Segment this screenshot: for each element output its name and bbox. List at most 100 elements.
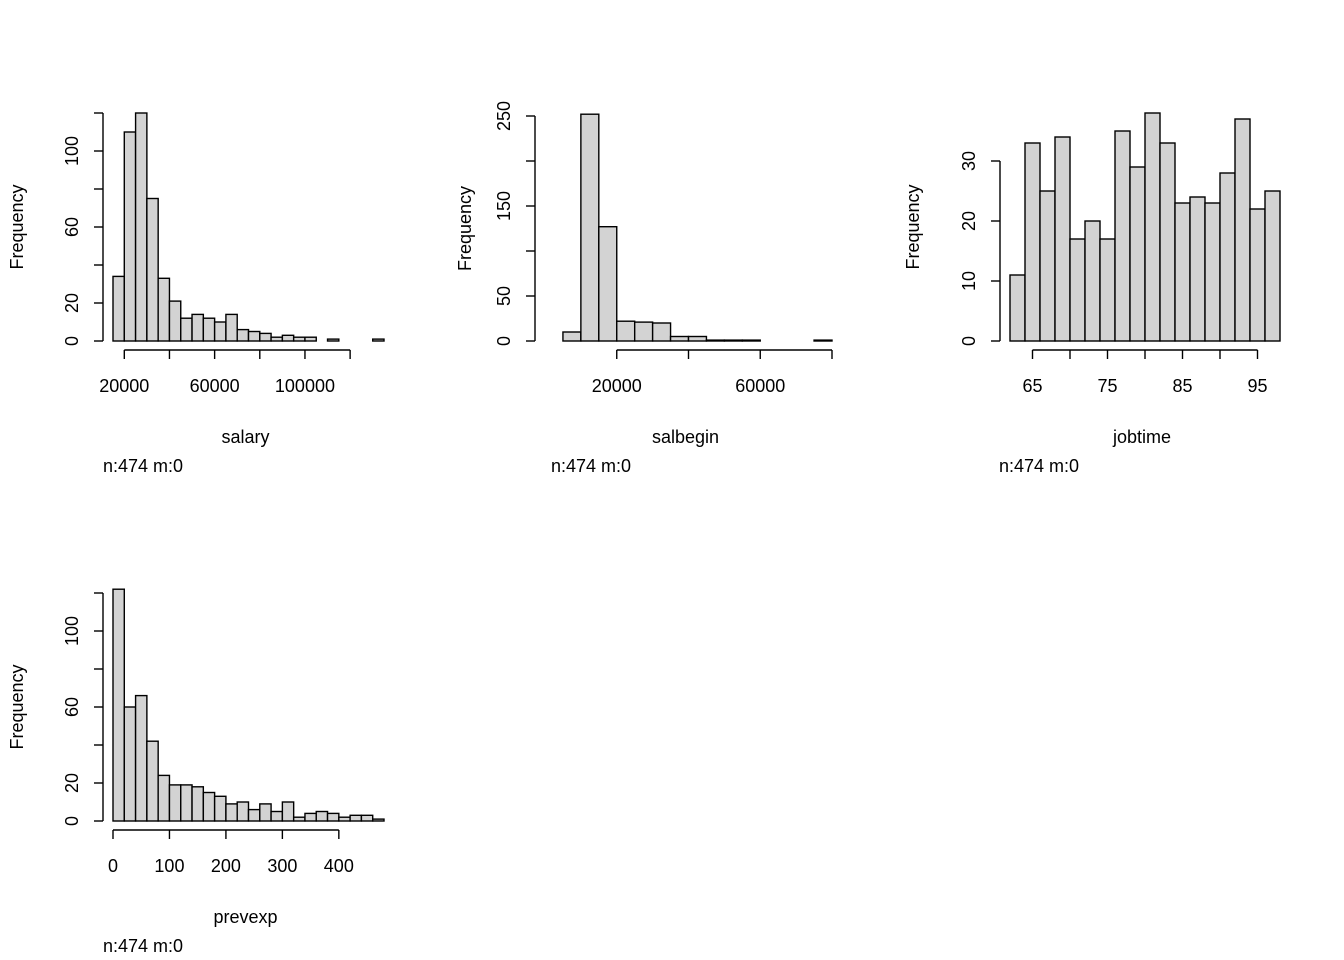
histogram-bar	[723, 339, 744, 342]
histogram-bar	[134, 694, 148, 822]
x-tick-label: 95	[1247, 376, 1267, 396]
y-tick-label: 0	[62, 816, 82, 826]
histogram-bar	[270, 810, 284, 822]
histogram-bar	[236, 328, 250, 342]
x-axis-title: salbegin	[652, 427, 719, 447]
prevexp-axes: 0 100 200 300 400 0 20 60 100	[62, 592, 354, 876]
y-tick-label: 60	[62, 217, 82, 237]
histogram-bar	[247, 330, 261, 342]
histogram-bar	[259, 332, 272, 342]
histogram-bar	[281, 334, 295, 342]
x-tick-label: 100	[154, 856, 184, 876]
x-tick-label: 65	[1022, 376, 1042, 396]
histogram-bar	[372, 338, 385, 342]
histogram-panel-salary: 20000 60000 100000 0 20 60 100 salary Frequenc…	[7, 112, 385, 476]
histogram-bar	[236, 801, 250, 822]
jobtime-bars	[1009, 112, 1281, 342]
histogram-bar	[146, 197, 159, 342]
histogram-bar	[315, 810, 329, 822]
histogram-bar	[112, 588, 125, 822]
salary-axes: 20000 60000 100000 0 20 60 100	[62, 112, 351, 396]
histogram-bar	[669, 335, 690, 342]
y-tick-label: 0	[494, 336, 514, 346]
histogram-bar	[168, 300, 182, 342]
histogram-bar	[1189, 196, 1206, 342]
histogram-bar	[326, 812, 340, 822]
histogram-bar	[360, 814, 374, 822]
histogram-bar	[304, 336, 317, 342]
y-axis-title: Frequency	[903, 184, 923, 269]
x-tick-label: 75	[1097, 376, 1117, 396]
x-tick-label: 200	[211, 856, 241, 876]
histogram-bar	[191, 313, 205, 342]
salbegin-bars	[562, 113, 833, 342]
histogram-bar	[157, 774, 171, 822]
histogram-bar	[372, 818, 385, 822]
histogram-bar	[304, 812, 317, 822]
histogram-bar	[651, 322, 672, 342]
histogram-bar	[1249, 208, 1266, 342]
histogram-bar	[134, 112, 148, 342]
histogram-bar	[247, 808, 261, 822]
y-axis-title: Frequency	[455, 186, 475, 271]
x-tick-label: 20000	[99, 376, 149, 396]
histogram-bar	[180, 784, 193, 822]
x-tick-label: 400	[324, 856, 354, 876]
x-tick-label: 300	[267, 856, 297, 876]
x-tick-label: 0	[108, 856, 118, 876]
histogram-bar	[157, 277, 171, 342]
histogram-bar	[326, 338, 340, 342]
y-tick-label: 10	[959, 271, 979, 291]
histogram-bar	[580, 113, 600, 342]
histogram-bar	[1039, 190, 1056, 342]
histogram-bar	[1024, 142, 1041, 342]
y-tick-label: 100	[62, 136, 82, 166]
y-tick-label: 0	[959, 336, 979, 346]
salary-bars	[112, 112, 385, 342]
sample-count-note: n:474 m:0	[103, 456, 183, 476]
prevexp-bars	[112, 588, 385, 822]
histogram-bar	[1069, 238, 1086, 342]
histogram-bar	[146, 740, 159, 822]
histogram-bar	[1084, 220, 1101, 342]
sample-count-note: n:474 m:0	[999, 456, 1079, 476]
y-tick-label: 20	[959, 211, 979, 231]
histogram-bar	[1114, 130, 1131, 342]
sample-count-note: n:474 m:0	[551, 456, 631, 476]
y-tick-label: 250	[494, 101, 514, 131]
y-tick-label: 50	[494, 286, 514, 306]
x-tick-label: 20000	[592, 376, 642, 396]
y-axis-title: Frequency	[7, 184, 27, 269]
histogram-bar	[562, 331, 582, 342]
histogram-bar	[202, 317, 216, 342]
salbegin-axes: 20000 60000 0 50 150 250	[494, 101, 833, 396]
histogram-bar	[1159, 142, 1176, 342]
sample-count-note: n:474 m:0	[103, 936, 183, 956]
x-tick-label: 100000	[275, 376, 335, 396]
histogram-bar	[633, 321, 654, 342]
histogram-bar	[292, 816, 306, 822]
histogram-bar	[292, 336, 306, 342]
y-tick-label: 0	[62, 336, 82, 346]
histogram-bar	[1144, 112, 1161, 342]
histogram-bar	[1219, 172, 1236, 342]
histogram-bar	[213, 795, 227, 822]
histogram-bar	[281, 801, 295, 822]
y-tick-label: 100	[62, 616, 82, 646]
histogram-bar	[1129, 166, 1146, 342]
histogram-bar	[168, 784, 182, 822]
y-axis-title: Frequency	[7, 664, 27, 749]
x-tick-label: 85	[1172, 376, 1192, 396]
histogram-bar	[180, 317, 193, 342]
histogram-bar	[349, 814, 363, 822]
histogram-bar	[1264, 190, 1281, 342]
x-tick-label: 60000	[190, 376, 240, 396]
histogram-bar	[225, 313, 238, 342]
y-tick-label: 20	[62, 293, 82, 313]
histogram-panel-jobtime: 65 75 85 95 0 10 20 30 jobtime Frequency n:474 …	[903, 112, 1281, 476]
histogram-bar	[687, 335, 708, 342]
histogram-bar	[112, 275, 125, 342]
histogram-bar	[202, 791, 216, 822]
